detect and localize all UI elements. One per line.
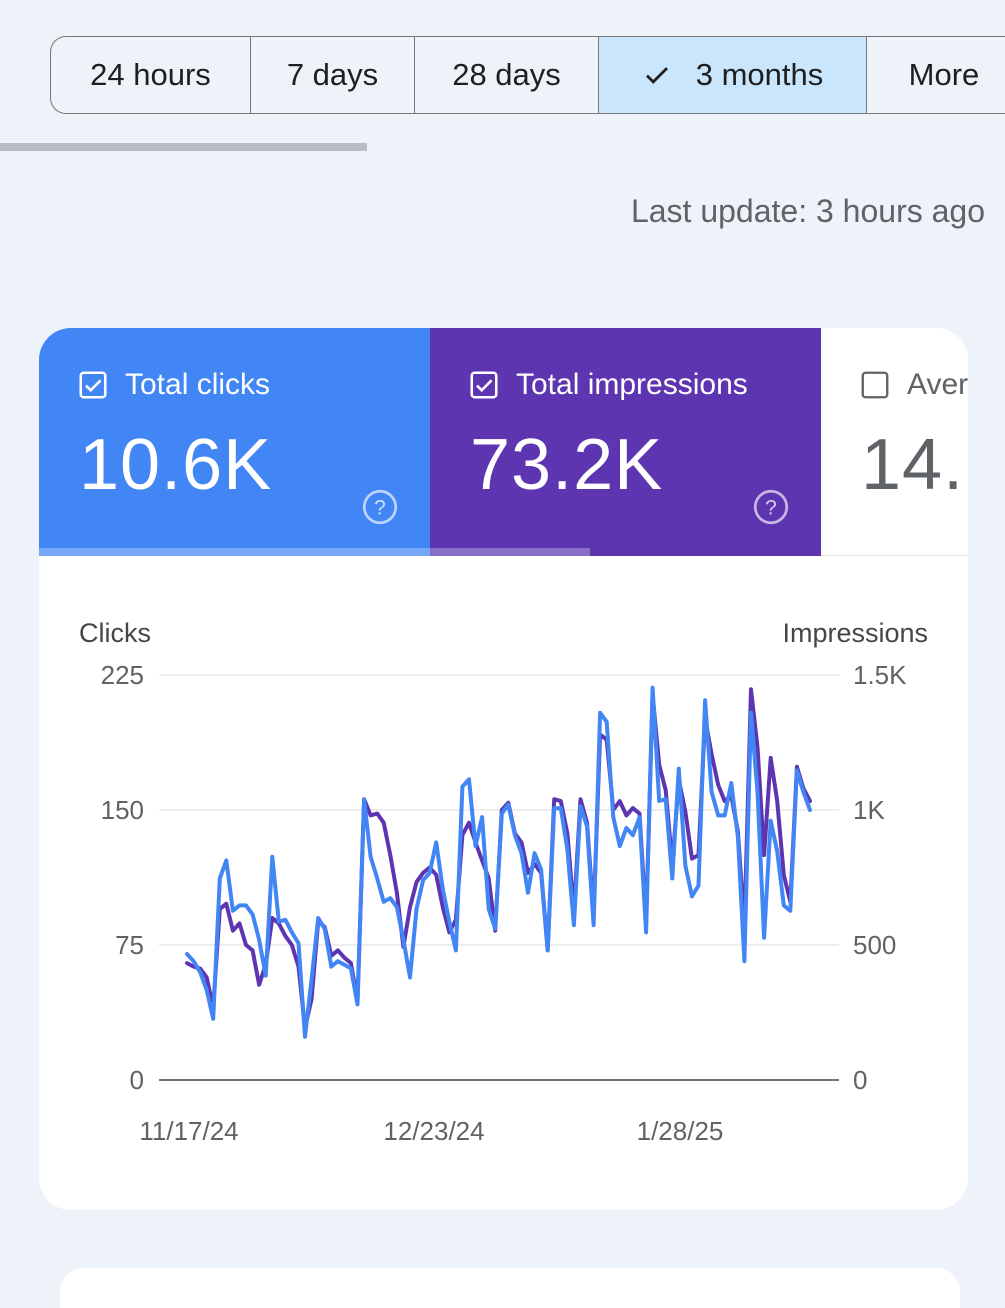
svg-text:?: ?: [374, 497, 386, 520]
metric-scroll-track: [39, 548, 590, 556]
date-range-selector: 24 hours 7 days 28 days 3 months More: [50, 36, 1005, 114]
metric-value: 10.6K: [79, 425, 273, 505]
metric-total-impressions[interactable]: Total impressions 73.2K ?: [430, 328, 821, 556]
checkbox-checked-icon[interactable]: [79, 371, 107, 399]
range-28-days[interactable]: 28 days: [415, 37, 599, 113]
metric-value: 14.: [861, 425, 965, 505]
clicks-series-line: [185, 685, 812, 1039]
y-left-axis-title: Clicks: [79, 618, 151, 648]
y-right-tick-label: 0: [853, 1065, 867, 1095]
help-icon[interactable]: ?: [362, 489, 398, 525]
range-more[interactable]: More: [867, 37, 1005, 113]
checkbox-unchecked-icon[interactable]: [861, 371, 889, 399]
y-left-tick-label: 0: [130, 1065, 144, 1095]
range-3-months[interactable]: 3 months: [599, 37, 867, 113]
next-card: [60, 1268, 960, 1308]
range-7-days[interactable]: 7 days: [251, 37, 415, 113]
range-24-hours[interactable]: 24 hours: [51, 37, 251, 113]
y-right-tick-label: 500: [853, 930, 896, 960]
metric-value: 73.2K: [470, 425, 664, 505]
range-label: More: [908, 57, 980, 92]
help-icon[interactable]: ?: [753, 489, 789, 525]
y-left-tick-label: 225: [101, 660, 144, 690]
y-right-tick-label: 1K: [853, 795, 885, 825]
performance-chart[interactable]: 0 0 75 500 150 1K 225 1.5K 11/17/24 12/23/24 1/28/…: [39, 328, 968, 1210]
y-right-tick-label: 1.5K: [853, 660, 907, 690]
scroll-indicator: [0, 143, 367, 151]
checkbox-checked-icon[interactable]: [470, 371, 498, 399]
y-left-tick-label: 75: [115, 930, 144, 960]
range-label: 24 hours: [90, 57, 211, 92]
check-icon: [645, 67, 668, 84]
x-tick-label: 11/17/24: [139, 1116, 238, 1146]
x-tick-label: 12/23/24: [383, 1116, 484, 1146]
range-label: 7 days: [286, 57, 379, 92]
metric-label: Total impressions: [516, 368, 748, 401]
metric-average[interactable]: Aver 14.: [821, 328, 968, 556]
y-left-tick-label: 150: [101, 795, 144, 825]
metric-total-clicks[interactable]: Total clicks 10.6K ?: [39, 328, 430, 556]
metric-label: Aver: [907, 368, 968, 401]
x-tick-label: 1/28/25: [637, 1116, 724, 1146]
last-update-text: Last update: 3 hours ago: [630, 193, 985, 229]
range-label: 28 days: [452, 57, 561, 92]
performance-card: Total clicks 10.6K ? Total impressions 7…: [39, 328, 968, 1210]
y-right-axis-title: Impressions: [782, 618, 928, 648]
svg-text:?: ?: [765, 497, 777, 520]
range-label: 3 months: [695, 57, 824, 92]
metric-label: Total clicks: [125, 368, 271, 401]
